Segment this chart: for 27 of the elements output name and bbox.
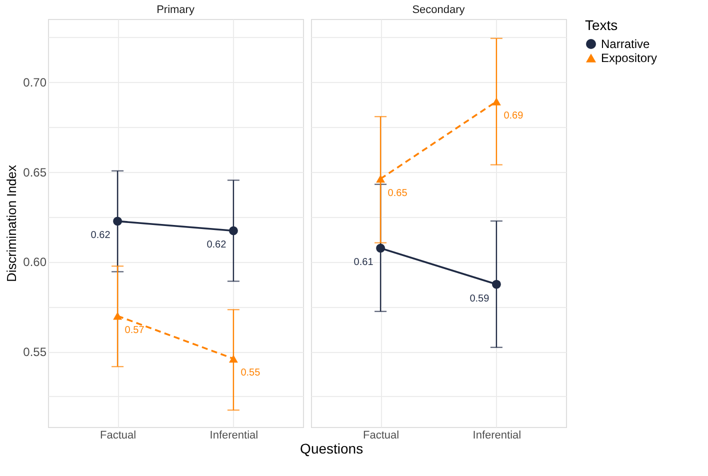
point [492, 280, 501, 289]
legend-label: Narrative [601, 37, 650, 51]
data-label: 0.61 [354, 257, 374, 268]
data-label: 0.62 [90, 230, 111, 242]
data-label: 0.55 [240, 368, 261, 379]
chart-title: Primary [156, 4, 195, 16]
data-label: 0.59 [470, 293, 490, 304]
x-axis-title: Questions [300, 440, 364, 456]
x-tick-label: Factual [100, 430, 136, 442]
y-tick-label: 0.60 [23, 255, 47, 270]
point [113, 216, 122, 226]
y-tick-label: 0.65 [23, 165, 47, 180]
y-tick-label: 0.55 [23, 345, 47, 360]
data-label: 0.62 [206, 240, 227, 251]
point [376, 244, 386, 253]
data-label: 0.57 [124, 324, 145, 336]
legend-title: Texts [585, 17, 618, 33]
legend-label: Expository [601, 51, 658, 65]
y-axis-title: Discrimination Index [4, 164, 20, 282]
point [228, 226, 238, 236]
x-tick-label: Inferential [472, 430, 522, 442]
chart-title: Secondary [412, 4, 466, 16]
data-label: 0.65 [388, 188, 408, 199]
data-label: 0.69 [504, 110, 524, 122]
x-tick-label: Factual [363, 430, 400, 442]
x-tick-label: Inferential [210, 430, 258, 442]
y-tick-label: 0.70 [23, 75, 47, 90]
